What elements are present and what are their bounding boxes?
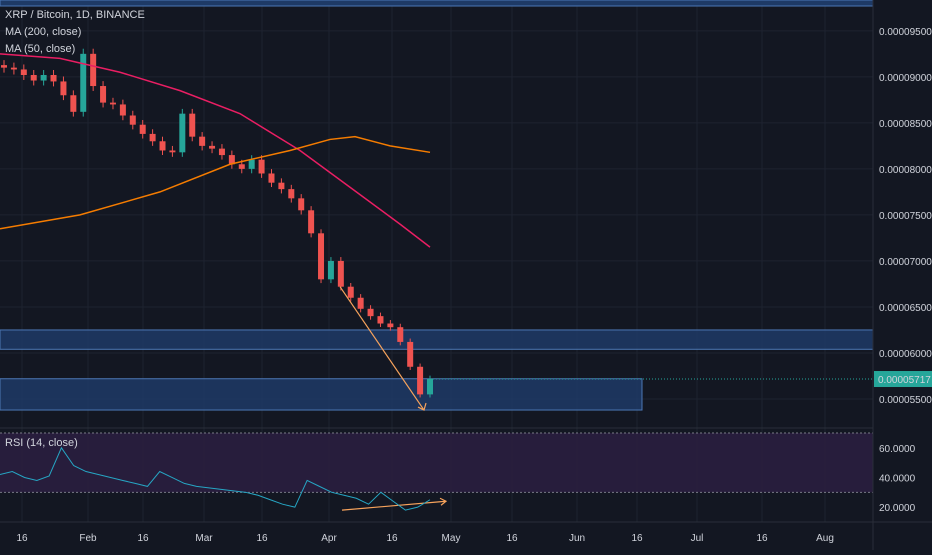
- moving-averages: [0, 53, 431, 248]
- candle: [109, 102, 116, 105]
- candle: [397, 327, 404, 342]
- candle: [189, 113, 196, 137]
- rsi-legend: RSI (14, close): [5, 437, 78, 449]
- time-tick-label: 16: [256, 533, 268, 544]
- candle: [377, 316, 384, 324]
- price-tick-label: 0.00007500: [879, 211, 932, 222]
- candle: [318, 233, 325, 280]
- rsi-line: [0, 446, 431, 511]
- rsi-tick-label: 60.0000: [879, 444, 916, 455]
- time-tick-label: Aug: [816, 533, 834, 544]
- last-price-label: 0.00005717: [878, 375, 931, 386]
- candle: [40, 74, 47, 81]
- candle: [347, 286, 354, 298]
- ma200-line: [0, 53, 431, 248]
- candle: [209, 145, 216, 149]
- candle: [228, 155, 235, 165]
- price-tick-label: 0.00008000: [879, 165, 932, 176]
- candle: [427, 378, 433, 395]
- time-tick-label: 16: [631, 533, 643, 544]
- last-price-badge: [874, 371, 932, 388]
- time-tick-label: Jul: [691, 533, 704, 544]
- time-tick-label: Feb: [79, 533, 97, 544]
- candle: [60, 81, 67, 96]
- price-tick-label: 0.00009500: [879, 27, 932, 38]
- candle: [30, 74, 37, 81]
- time-tick-label: 16: [386, 533, 398, 544]
- rsi-tick-label: 20.0000: [879, 503, 916, 514]
- rsi-divergence-arrow: [341, 500, 447, 511]
- price-tick-label: 0.00007000: [879, 257, 932, 268]
- candle: [417, 366, 424, 395]
- ma50-legend: MA (50, close): [5, 43, 76, 55]
- candle: [179, 113, 186, 153]
- zone-0: [0, 329, 874, 350]
- zone-1: [0, 378, 643, 411]
- candle: [218, 148, 225, 156]
- candle: [129, 115, 136, 125]
- candle: [238, 164, 245, 169]
- time-tick-label: Apr: [321, 533, 337, 544]
- candle: [357, 297, 364, 309]
- price-tick-label: 0.00006000: [879, 349, 932, 360]
- candle: [159, 141, 166, 151]
- price-tick-label: 0.00006500: [879, 303, 932, 314]
- candle: [308, 210, 315, 234]
- price-divergence-arrow: [339, 286, 425, 411]
- rsi-pane: [0, 427, 873, 511]
- candle: [139, 124, 146, 134]
- candle: [278, 182, 285, 190]
- rsi-tick-label: 40.0000: [879, 473, 916, 484]
- candle: [337, 260, 344, 287]
- candles: [1, 48, 433, 398]
- time-tick-label: 16: [756, 533, 768, 544]
- candle: [70, 95, 77, 112]
- candle: [367, 308, 374, 317]
- price-tick-label: 0.00005500: [879, 395, 932, 406]
- candle: [169, 150, 176, 153]
- candle: [20, 69, 27, 75]
- time-tick-label: 16: [137, 533, 149, 544]
- candle: [1, 65, 7, 68]
- candle: [268, 173, 275, 183]
- time-tick-label: Jun: [569, 533, 585, 544]
- time-tick-label: Mar: [195, 533, 213, 544]
- candle: [10, 67, 17, 70]
- candle: [90, 53, 97, 87]
- candle: [298, 198, 305, 211]
- candle: [288, 189, 295, 199]
- rsi-arrow-head: [439, 497, 448, 506]
- candle: [387, 323, 394, 328]
- candle: [149, 133, 156, 142]
- time-tick-label: May: [442, 533, 461, 544]
- candle: [199, 136, 206, 146]
- candle: [248, 159, 255, 169]
- price-tick-label: 0.00009000: [879, 73, 932, 84]
- candle: [407, 341, 414, 367]
- annotation-arrows: [339, 286, 448, 511]
- time-tick-label: 16: [16, 533, 28, 544]
- candle: [119, 104, 126, 116]
- candle: [50, 74, 57, 82]
- arrow-head: [417, 402, 427, 411]
- candle: [327, 260, 334, 280]
- ma50-line: [0, 135, 431, 230]
- candle: [100, 86, 107, 103]
- time-tick-label: 16: [506, 533, 518, 544]
- rsi-band: [0, 432, 873, 493]
- top-zone: [0, 0, 874, 7]
- candle: [80, 53, 87, 112]
- candle: [258, 159, 265, 174]
- ma200-legend: MA (200, close): [5, 26, 82, 38]
- symbol-legend: XRP / Bitcoin, 1D, BINANCE: [5, 9, 145, 21]
- price-tick-label: 0.00008500: [879, 119, 932, 130]
